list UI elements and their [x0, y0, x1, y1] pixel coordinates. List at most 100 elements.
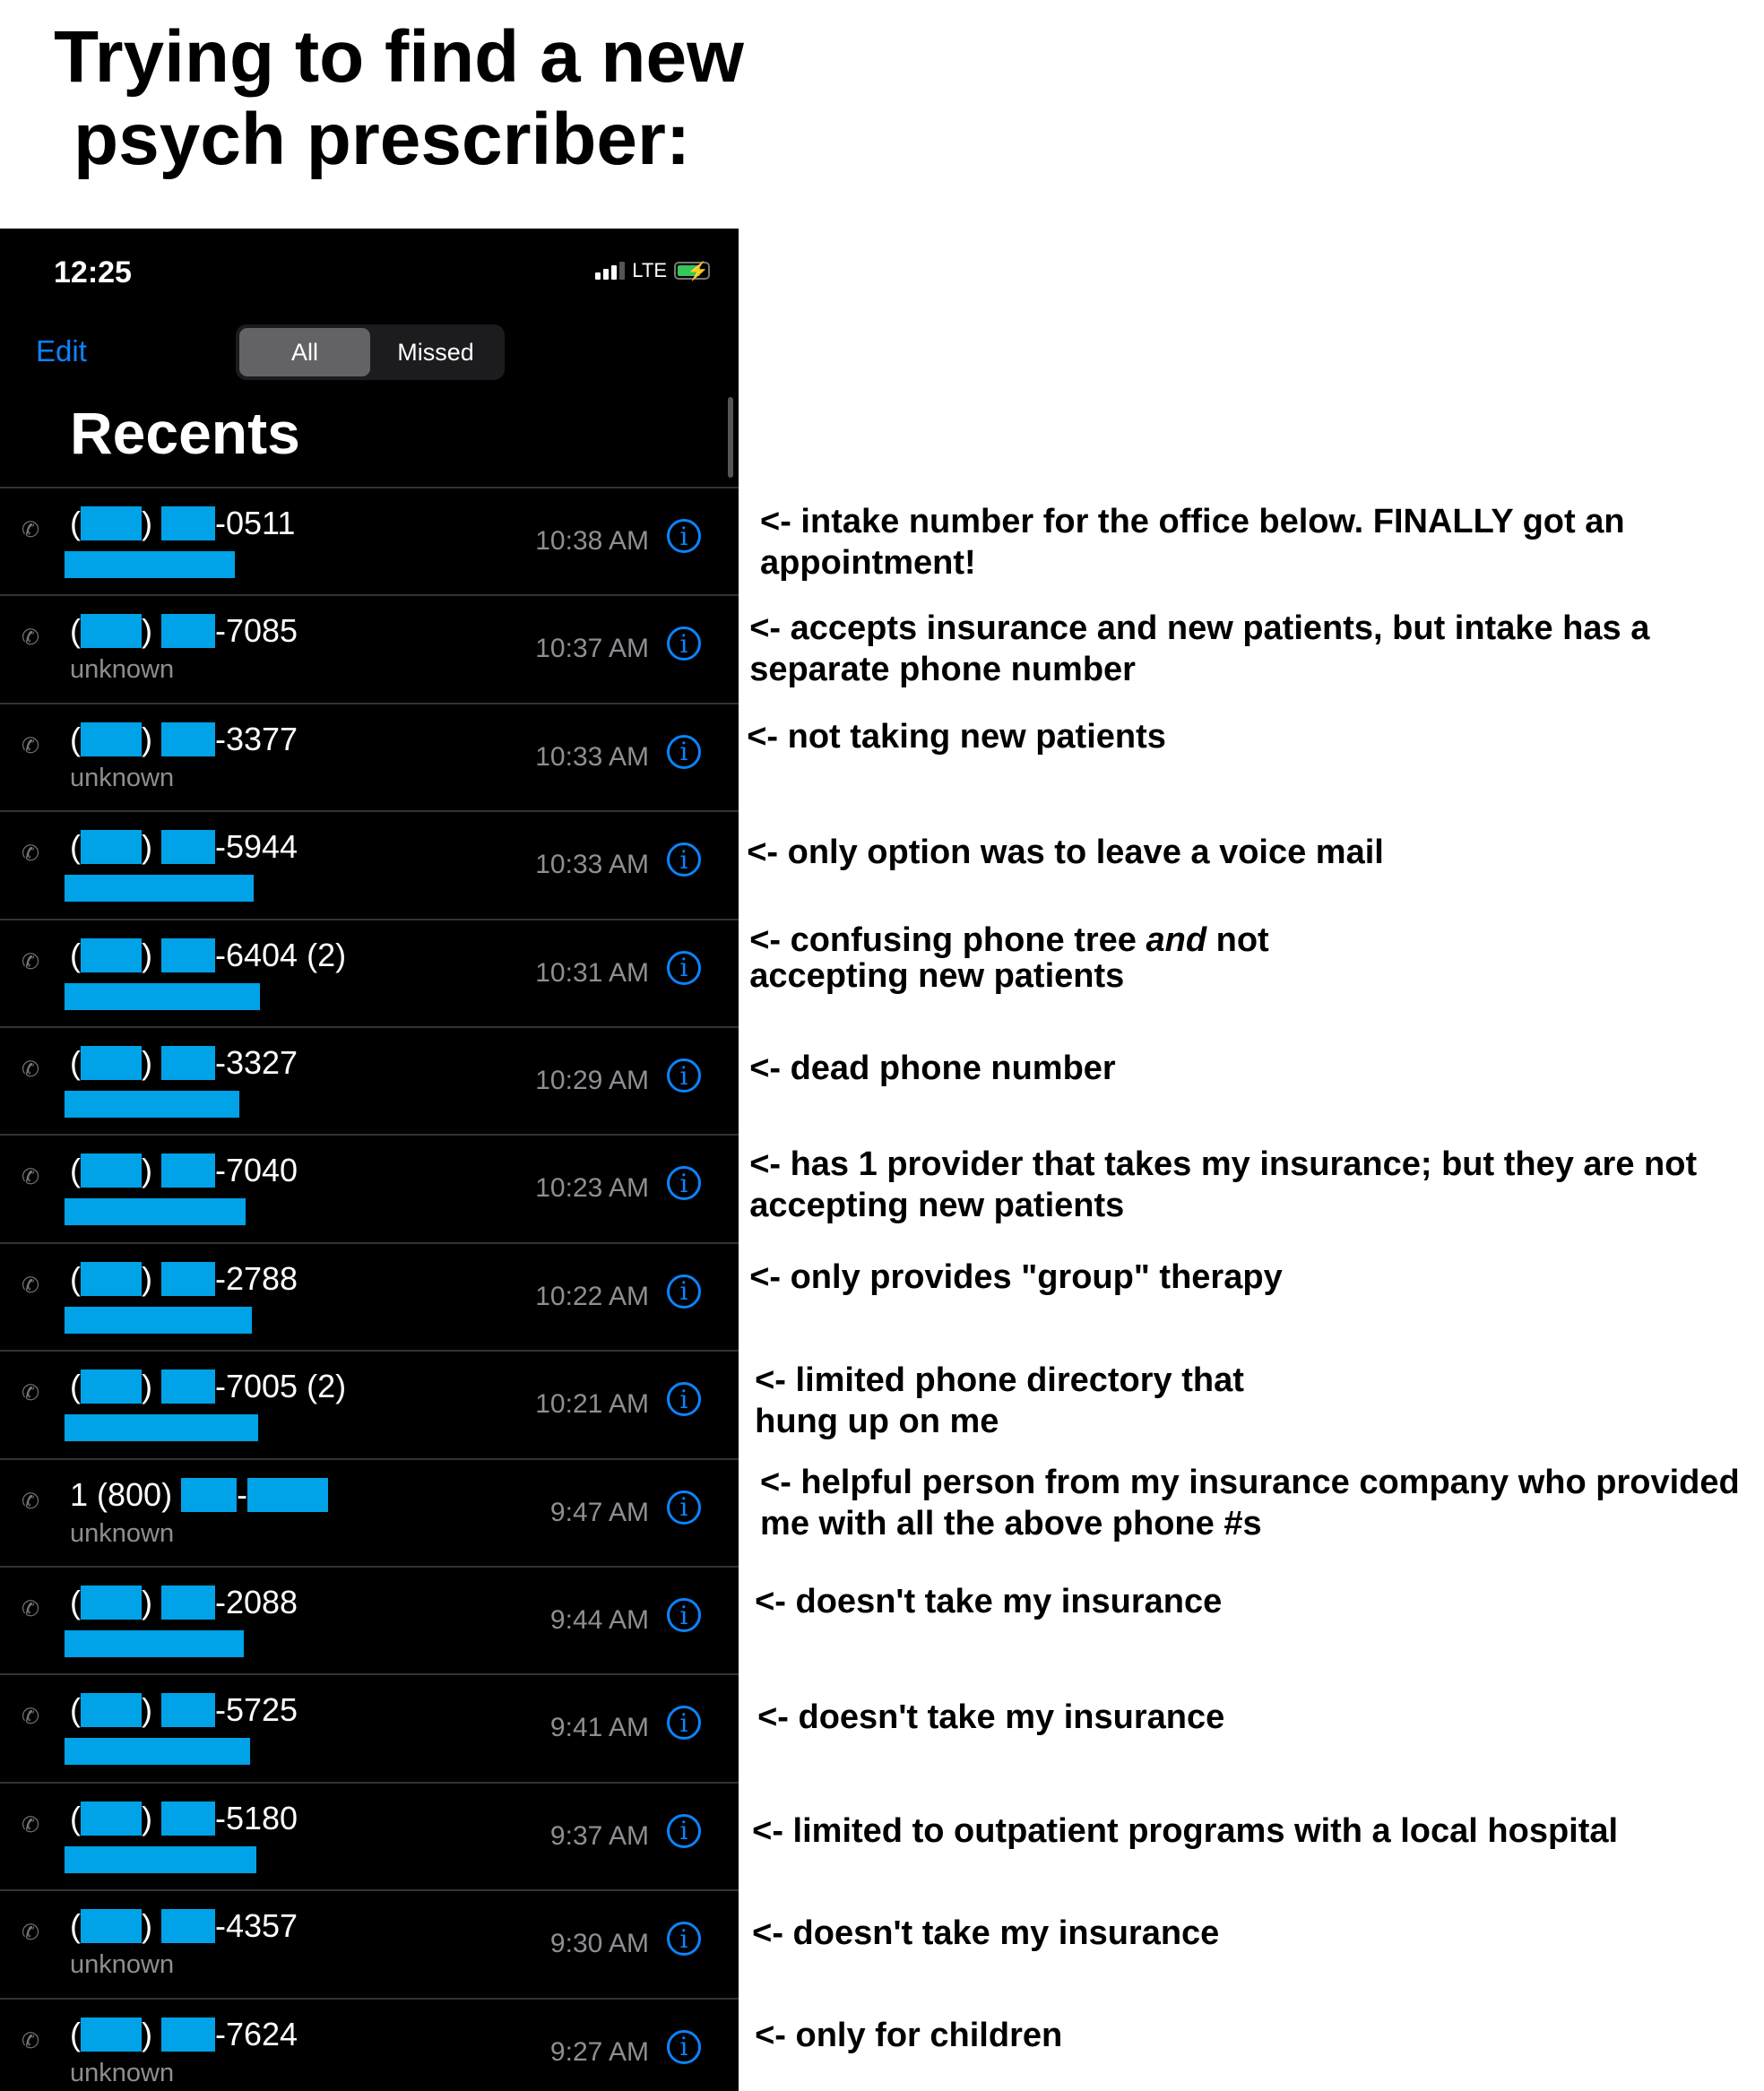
info-icon[interactable]: i [667, 1706, 701, 1741]
number-suffix: -5180 [215, 1799, 298, 1836]
info-icon[interactable]: i [667, 950, 701, 985]
network-label: LTE [632, 259, 667, 281]
redaction [161, 1586, 215, 1620]
call-row[interactable]: ✆ () -2088 9:44 AM i [0, 1566, 739, 1675]
outgoing-call-icon: ✆ [22, 626, 40, 651]
scrollbar[interactable] [728, 397, 733, 478]
info-icon[interactable]: i [667, 1598, 701, 1632]
redaction [81, 614, 142, 649]
call-row[interactable]: ✆ () -6404 (2) 10:31 AM i [0, 918, 739, 1028]
info-icon[interactable]: i [667, 519, 701, 553]
outgoing-call-icon: ✆ [22, 1273, 40, 1298]
redaction [65, 1630, 244, 1657]
title-line-1: Trying to find a new [54, 16, 744, 98]
phone-number: () -2788 [70, 1259, 298, 1297]
info-icon[interactable]: i [667, 1166, 701, 1201]
redaction [81, 1046, 142, 1080]
number-suffix: -7085 [215, 612, 298, 650]
annotation: <- intake number for the office below. F… [760, 503, 1625, 583]
call-row[interactable]: ✆ () -7040 10:23 AM i [0, 1134, 739, 1243]
call-row[interactable]: ✆ () -0511 10:38 AM i [0, 487, 739, 596]
outgoing-call-icon: ✆ [22, 1812, 40, 1837]
call-row[interactable]: ✆ () -7005 (2) 10:21 AM i [0, 1350, 739, 1459]
redaction [161, 2017, 215, 2052]
page-title: Recents [70, 400, 300, 466]
call-row[interactable]: ✆ () -3327 10:29 AM i [0, 1026, 739, 1136]
status-time: 12:25 [54, 255, 132, 289]
call-time: 10:21 AM [535, 1389, 649, 1420]
filter-segmented-control: All Missed [236, 324, 505, 380]
info-icon[interactable]: i [667, 1490, 701, 1525]
call-row[interactable]: ✆ () -5725 9:41 AM i [0, 1673, 739, 1783]
call-row[interactable]: ✆ 1 (800) - unknown 9:47 AM i [0, 1457, 739, 1568]
number-suffix: -7624 [215, 2015, 298, 2052]
redaction [81, 1693, 142, 1728]
redaction [81, 1370, 142, 1404]
call-label: unknown [70, 1950, 175, 1980]
redaction [81, 721, 142, 756]
call-time: 9:44 AM [549, 1605, 649, 1635]
number-suffix: -2088 [215, 1584, 298, 1620]
annotation: <- only for children [755, 2017, 1063, 2055]
call-row[interactable]: ✆ () -2788 10:22 AM i [0, 1241, 739, 1352]
info-icon[interactable]: i [667, 1058, 701, 1093]
redaction [81, 1261, 142, 1296]
redaction [161, 614, 215, 649]
annotation: <- limited phone directory that hung up … [755, 1361, 1244, 1440]
call-row[interactable]: ✆ () -7085 unknown 10:37 AM i [0, 594, 739, 704]
annotation: <- confusing phone tree and not acceptin… [749, 920, 1269, 995]
info-icon[interactable]: i [667, 2029, 701, 2064]
info-icon[interactable]: i [667, 626, 701, 661]
outgoing-call-icon: ✆ [22, 733, 40, 758]
info-icon[interactable]: i [667, 1922, 701, 1957]
annotation: <- doesn't take my insurance [755, 1583, 1223, 1621]
redaction [65, 1198, 246, 1226]
redaction [81, 830, 142, 865]
number-suffix: -6404 (2) [215, 936, 347, 973]
redaction [81, 506, 142, 540]
call-row[interactable]: ✆ () -5180 9:37 AM i [0, 1781, 739, 1891]
phone-number: () -7624 [70, 2015, 298, 2052]
call-time: 10:33 AM [535, 741, 649, 772]
info-icon[interactable]: i [667, 1274, 701, 1309]
annotation: <- dead phone number [749, 1050, 1116, 1088]
number-suffix: -0511 [215, 505, 296, 541]
call-time: 9:37 AM [549, 1820, 649, 1851]
redaction [81, 2017, 142, 2052]
phone-number: () -2088 [70, 1584, 298, 1620]
outgoing-call-icon: ✆ [22, 1058, 40, 1082]
phone-number: 1 (800) - [70, 1475, 329, 1514]
number-prefix: 1 (800) [70, 1475, 182, 1513]
outgoing-call-icon: ✆ [22, 518, 40, 542]
phone-number: () -3377 [70, 720, 298, 757]
number-suffix: -7005 (2) [215, 1368, 347, 1405]
annotation: <- only provides "group" therapy [749, 1257, 1283, 1296]
redaction [161, 1909, 215, 1944]
redaction [81, 1801, 142, 1836]
info-icon[interactable]: i [667, 734, 701, 769]
outgoing-call-icon: ✆ [22, 2028, 40, 2053]
number-suffix: -3377 [215, 720, 298, 757]
title-line-2: psych prescriber: [74, 99, 691, 180]
redaction [65, 1091, 239, 1118]
number-suffix: -4357 [215, 1907, 298, 1945]
info-icon[interactable]: i [667, 1813, 701, 1848]
redaction [65, 875, 254, 903]
info-icon[interactable]: i [667, 1382, 701, 1417]
edit-button[interactable]: Edit [36, 334, 87, 367]
redaction [161, 1801, 215, 1836]
segment-all[interactable]: All [239, 328, 370, 376]
call-time: 10:37 AM [535, 634, 649, 664]
call-time: 10:23 AM [535, 1173, 649, 1204]
call-row[interactable]: ✆ () -7624 unknown 9:27 AM i [0, 1997, 739, 2091]
info-icon[interactable]: i [667, 842, 701, 877]
call-row[interactable]: ✆ () -4357 unknown 9:30 AM i [0, 1889, 739, 1999]
call-time: 9:27 AM [549, 2036, 649, 2067]
call-time: 10:31 AM [535, 957, 649, 988]
annotation: <- doesn't take my insurance [752, 1914, 1220, 1953]
call-row[interactable]: ✆ () -3377 unknown 10:33 AM i [0, 702, 739, 812]
call-row[interactable]: ✆ () -5944 10:33 AM i [0, 810, 739, 920]
redaction [161, 721, 215, 756]
call-label: unknown [70, 763, 175, 792]
segment-missed[interactable]: Missed [397, 338, 474, 366]
